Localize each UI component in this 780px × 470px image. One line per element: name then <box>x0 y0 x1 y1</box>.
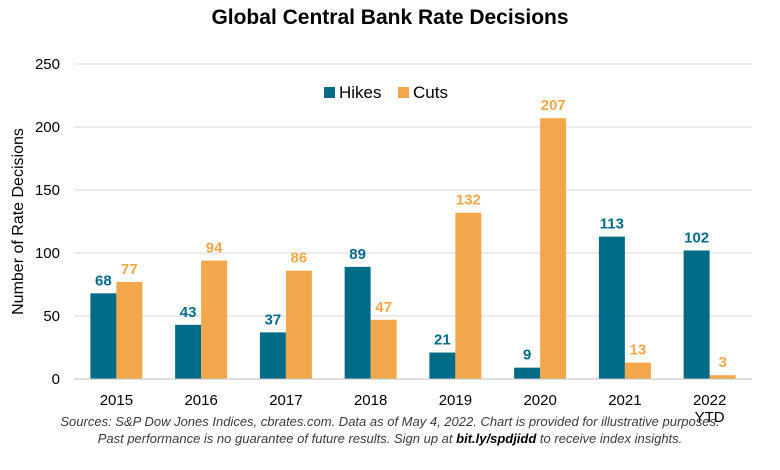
bars <box>90 118 736 380</box>
x-tick-label-line: 2020 <box>523 392 556 409</box>
x-tick-label-line: 2015 <box>100 392 133 409</box>
footnote-text-before: Past performance is no guarantee of futu… <box>97 431 457 446</box>
y-tick-label: 250 <box>35 56 60 73</box>
legend-swatch-hikes <box>324 87 335 98</box>
bar-hikes-2016 <box>175 324 202 379</box>
y-tick-label: 0 <box>52 371 60 388</box>
data-label-hikes: 9 <box>523 347 531 364</box>
gridlines <box>74 63 752 317</box>
data-label-cuts: 13 <box>630 342 647 359</box>
bar-cuts-2015 <box>116 281 143 379</box>
data-label-cuts: 132 <box>456 192 481 209</box>
bar-cuts-2020 <box>540 118 567 380</box>
footnote-link[interactable]: bit.ly/spdjidd <box>456 431 537 446</box>
data-label-hikes: 21 <box>434 332 451 349</box>
data-label-hikes: 113 <box>600 216 624 233</box>
data-label-hikes: 68 <box>95 272 112 289</box>
y-axis-title: Number of Rate Decisions <box>10 128 27 315</box>
x-tick-label-line: 2018 <box>354 392 387 409</box>
data-label-cuts: 3 <box>718 354 726 371</box>
data-label-cuts: 86 <box>291 250 308 267</box>
x-tick-label: 2019 <box>439 392 472 409</box>
x-tick-label-line: 2022 <box>693 392 726 409</box>
bar-cuts-2019 <box>455 212 482 379</box>
footnote-sources: Sources: S&P Dow Jones Indices, cbrates.… <box>60 414 720 429</box>
x-tick-label: 2020 <box>523 392 556 409</box>
x-tick-label-line: 2017 <box>269 392 302 409</box>
legend-swatch-cuts <box>398 87 409 98</box>
x-tick-label-line: 2016 <box>184 392 217 409</box>
y-tick-label: 50 <box>43 308 60 325</box>
x-tick-label-line: YTD <box>695 409 725 426</box>
data-label-cuts: 94 <box>206 240 223 257</box>
bar-hikes-2017 <box>259 332 286 379</box>
x-tick-label: 2021 <box>608 392 641 409</box>
bar-cuts-2022 <box>709 375 736 379</box>
bar-cuts-2017 <box>285 270 312 379</box>
bar-hikes-2021 <box>598 236 625 379</box>
legend-label-cuts: Cuts <box>413 83 448 102</box>
footnote-text-after: to receive index insights. <box>536 431 683 446</box>
y-tick-label: 150 <box>35 182 60 199</box>
legend-label-hikes: Hikes <box>339 83 382 102</box>
x-tick-label: 2018 <box>354 392 387 409</box>
data-label-hikes: 102 <box>684 229 709 246</box>
bar-hikes-2022 <box>683 250 710 379</box>
legend: Hikes Cuts <box>324 83 448 102</box>
bar-cuts-2016 <box>201 260 228 379</box>
data-labels: 68 77 43 94 37 86 89 47 21 132 9 207 113 13 102 3 <box>95 97 727 371</box>
bar-hikes-2020 <box>514 367 541 379</box>
data-label-cuts: 207 <box>541 97 566 114</box>
bar-cuts-2021 <box>624 362 651 379</box>
x-tick-label: 2015 <box>100 392 133 409</box>
x-tick-label-line: 2019 <box>439 392 472 409</box>
x-tick-label: 2022 YTD <box>693 392 726 426</box>
bar-hikes-2018 <box>344 266 371 379</box>
data-label-cuts: 77 <box>121 261 138 278</box>
bar-hikes-2015 <box>90 293 117 379</box>
x-tick-label: 2016 <box>184 392 217 409</box>
y-tick-label: 100 <box>35 245 60 262</box>
y-tick-label: 200 <box>35 119 60 136</box>
footnote-disclaimer: Past performance is no guarantee of futu… <box>0 431 780 446</box>
x-tick-label: 2017 <box>269 392 302 409</box>
chart-title: Global Central Bank Rate Decisions <box>211 6 569 29</box>
axes: 0 50 100 150 200 250 Number of Rate Decisions 2… <box>10 56 752 426</box>
bar-cuts-2018 <box>370 319 397 379</box>
data-label-hikes: 89 <box>349 246 366 263</box>
data-label-cuts: 47 <box>375 299 392 316</box>
data-label-hikes: 37 <box>265 311 282 328</box>
x-tick-label-line: 2021 <box>608 392 641 409</box>
data-label-hikes: 43 <box>180 304 197 321</box>
bar-hikes-2019 <box>429 352 456 379</box>
